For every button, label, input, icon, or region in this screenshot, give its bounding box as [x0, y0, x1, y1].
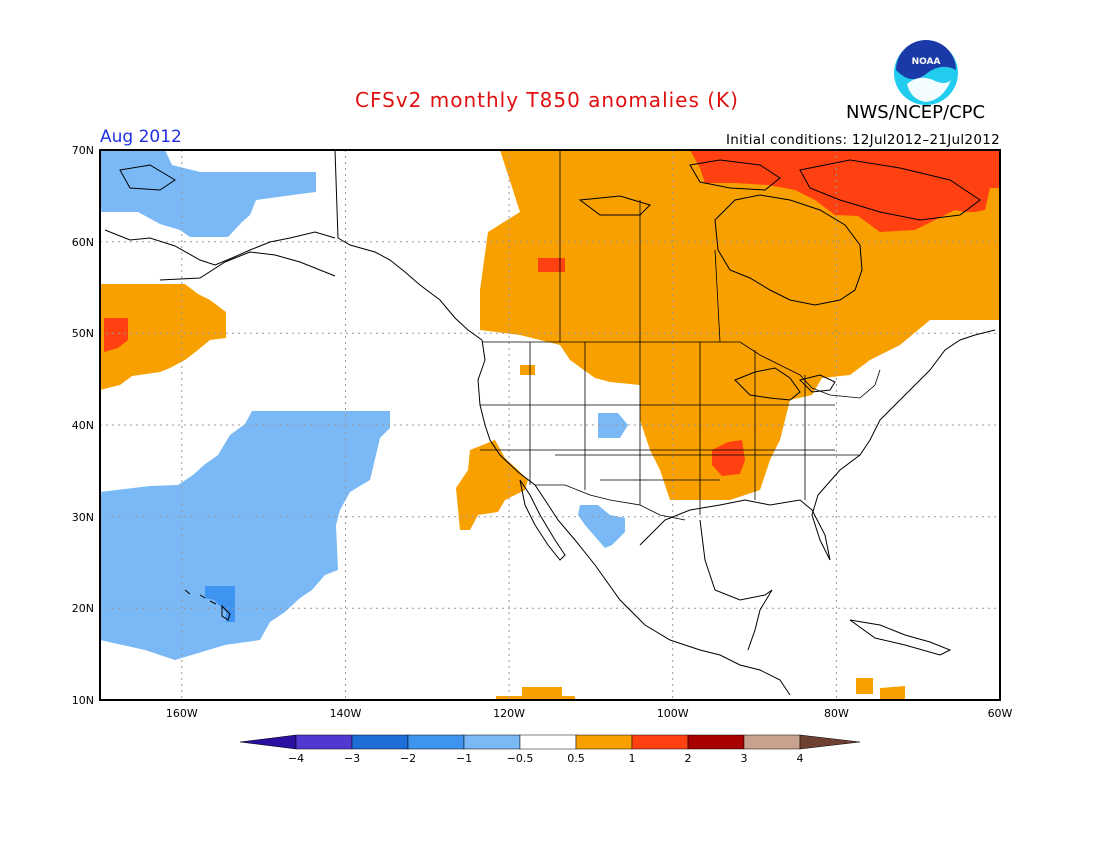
anomaly-region-pacific-warm	[100, 284, 226, 390]
anomaly-region-alaska-cool	[100, 150, 316, 237]
anomaly-region-canada-warm	[480, 150, 1000, 500]
lon-label: 120W	[493, 707, 525, 720]
gridlines	[100, 150, 1000, 700]
anomaly-region-missouri-hot	[712, 440, 745, 476]
colorbar-label: 0.5	[567, 752, 585, 765]
lat-label: 40N	[72, 419, 94, 432]
colorbar-segment	[407, 734, 465, 750]
logo-text: NOAA	[912, 57, 941, 67]
colorbar-label: −0.5	[507, 752, 534, 765]
lat-label: 10N	[72, 694, 94, 707]
longitude-labels: 160W 140W 120W 100W 80W 60W	[166, 707, 1013, 720]
lat-label: 60N	[72, 236, 94, 249]
anomaly-region-caribbean-warm	[856, 678, 873, 694]
lat-label: 50N	[72, 327, 94, 340]
initial-conditions-label: Initial conditions: 12Jul2012–21Jul2012	[725, 132, 1000, 148]
colorbar-segment	[295, 734, 353, 750]
colorbar-segment	[463, 734, 521, 750]
colorbar-segment	[239, 734, 297, 750]
lat-label: 30N	[72, 511, 94, 524]
colorbar-label: −1	[456, 752, 472, 765]
anomaly-region-pacific-cool	[100, 411, 390, 660]
anomaly-region-arctic-hot	[690, 150, 1000, 232]
anomaly-region-california-warm	[456, 440, 528, 530]
lon-label: 140W	[330, 707, 362, 720]
lat-label: 20N	[72, 602, 94, 615]
agency-label: NWS/NCEP/CPC	[846, 102, 986, 123]
coastlines	[104, 150, 996, 696]
colorbar-label: 4	[797, 752, 804, 765]
colorbar-label: −4	[288, 752, 304, 765]
lon-label: 160W	[166, 707, 198, 720]
anomaly-region-south-warm	[496, 687, 575, 700]
colorbar-segment	[575, 734, 633, 750]
colorbar-labels: −4 −3 −2 −1 −0.5 0.5 1 2 3 4	[288, 752, 804, 765]
anomaly-region-pacific-hot	[104, 318, 128, 352]
map-frame	[99, 149, 1001, 701]
anomaly-region-hawaii-cold	[205, 586, 235, 622]
colorbar	[239, 734, 861, 750]
latitude-labels: 70N 60N 50N 40N 30N 20N 10N	[72, 144, 94, 707]
colorbar-segment	[351, 734, 409, 750]
anomaly-region-utah-warm	[520, 365, 535, 375]
anomaly-region-caribbean-warm-2	[880, 686, 905, 700]
map-title: CFSv2 monthly T850 anomalies (K)	[355, 88, 739, 112]
colorbar-label: −2	[400, 752, 416, 765]
anomaly-region-colorado-cool	[598, 413, 628, 438]
colorbar-segment	[799, 734, 861, 750]
colorbar-segment	[519, 734, 577, 750]
lon-label: 80W	[824, 707, 849, 720]
lon-label: 60W	[988, 707, 1013, 720]
anomaly-fields	[100, 150, 1000, 700]
colorbar-segment	[631, 734, 689, 750]
colorbar-label: 1	[629, 752, 636, 765]
colorbar-label: 2	[685, 752, 692, 765]
political-borders	[480, 150, 881, 521]
colorbar-label: 3	[741, 752, 748, 765]
noaa-logo-icon: NOAA	[894, 40, 958, 105]
valid-month-label: Aug 2012	[100, 127, 182, 147]
anomaly-region-canada-hot	[538, 258, 565, 272]
lon-label: 100W	[657, 707, 689, 720]
lat-label: 70N	[72, 144, 94, 157]
colorbar-segment	[687, 734, 745, 750]
anomaly-region-mexico-cool	[578, 505, 625, 548]
colorbar-label: −3	[344, 752, 360, 765]
colorbar-segment	[743, 734, 801, 750]
